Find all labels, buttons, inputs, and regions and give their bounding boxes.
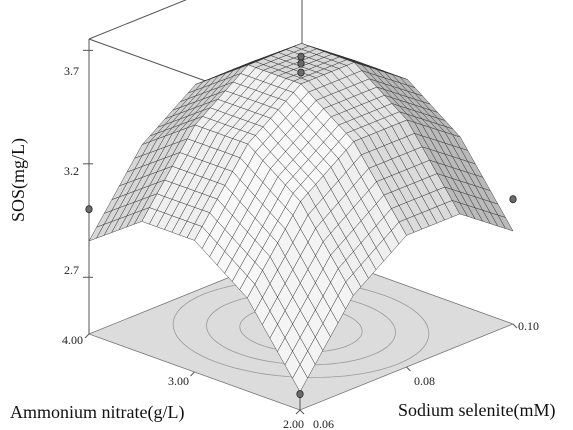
x-tick-mark [84, 333, 90, 339]
y-tick-label: 0.08 [414, 374, 435, 388]
z-tick-label: 2.7 [64, 263, 79, 277]
y-tick-mark [512, 323, 518, 329]
x-tick-mark [295, 409, 301, 415]
design-point [509, 195, 517, 204]
design-points [85, 52, 517, 399]
x-axis-label: Ammonium nitrate(g/L) [10, 402, 184, 423]
x-tick-mark [190, 371, 195, 377]
z-axis-label: SOS(mg/L) [8, 138, 29, 222]
z-tick-label: 3.2 [64, 164, 79, 178]
y-tick-label: 0.06 [313, 417, 334, 430]
x-tick-label: 4.00 [62, 333, 83, 347]
x-tick-label: 2.00 [283, 417, 304, 430]
z-axis-ticks: 2.7 3.2 3.7 [64, 64, 79, 277]
y-axis-ticks: 0.06 0.08 0.10 [313, 319, 539, 430]
y-tick-mark [406, 366, 411, 372]
design-point [297, 68, 305, 77]
x-axis-ticks: 2.00 3.00 4.00 [62, 333, 304, 430]
y-tick-mark [299, 409, 305, 415]
design-point [297, 59, 305, 68]
design-point [85, 205, 93, 214]
design-point [296, 390, 304, 399]
z-tick-label: 3.7 [64, 64, 79, 78]
design-point [297, 52, 305, 61]
x-tick-label: 3.00 [168, 374, 189, 388]
surface-facet [292, 364, 308, 393]
y-axis-label: Sodium selenite(mM) [398, 400, 555, 421]
y-tick-label: 0.10 [518, 319, 539, 333]
bounding-box-edge [88, 0, 187, 40]
response-surface [88, 43, 514, 393]
